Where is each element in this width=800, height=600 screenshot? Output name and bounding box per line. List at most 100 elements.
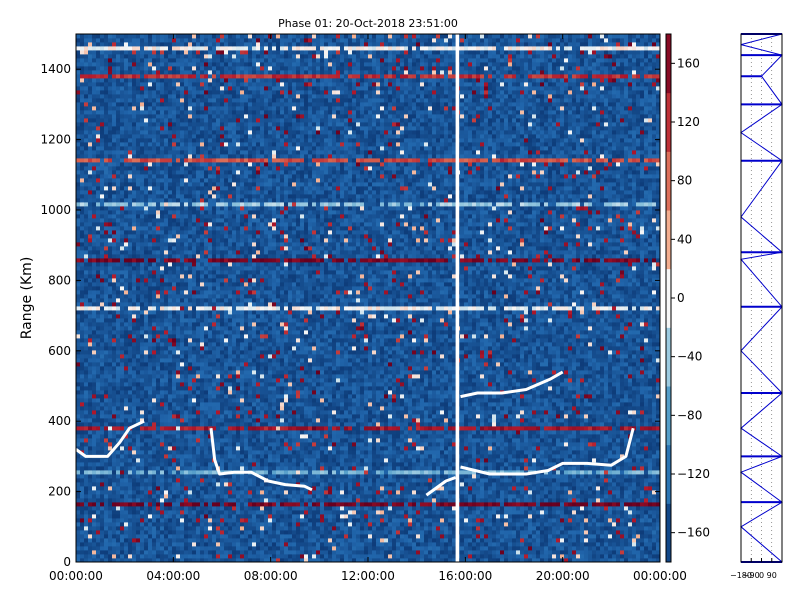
heatmap-cell — [216, 478, 220, 482]
heatmap-cell — [116, 502, 120, 506]
heatmap-cell — [172, 490, 176, 494]
heatmap-cell — [432, 546, 436, 550]
heatmap-cell — [460, 502, 464, 506]
heatmap-cell — [340, 534, 344, 538]
heatmap-cell — [424, 438, 428, 442]
heatmap-cell — [652, 470, 656, 474]
heatmap-cell — [432, 550, 436, 554]
heatmap-cell — [172, 522, 176, 526]
heatmap-cell — [444, 486, 448, 490]
heatmap-cell — [624, 498, 628, 502]
heatmap-cell — [260, 526, 264, 530]
heatmap-cell — [100, 554, 104, 558]
heatmap-cell — [412, 538, 416, 542]
heatmap-cell — [76, 522, 80, 526]
heatmap-cell — [636, 522, 640, 526]
heatmap-cell — [236, 522, 240, 526]
heatmap-cell — [432, 450, 436, 454]
heatmap-cell — [468, 426, 472, 430]
heatmap-cell — [432, 462, 436, 466]
heatmap-cell — [420, 530, 424, 534]
heatmap-cell — [104, 550, 108, 554]
heatmap-cell — [576, 526, 580, 530]
heatmap-cell — [444, 438, 448, 442]
heatmap-cell — [256, 438, 260, 442]
heatmap-cell — [464, 446, 468, 450]
heatmap-cell — [392, 478, 396, 482]
heatmap-cell — [460, 426, 464, 430]
heatmap-cell — [256, 454, 260, 458]
heatmap-cell — [76, 526, 80, 530]
heatmap-cell — [88, 474, 92, 478]
heatmap-cell — [544, 450, 548, 454]
heatmap-cell — [548, 438, 552, 442]
heatmap-cell — [328, 462, 332, 466]
heatmap-cell — [128, 510, 132, 514]
heatmap-cell — [136, 434, 140, 438]
heatmap-cell — [492, 526, 496, 530]
heatmap-cell — [468, 430, 472, 434]
heatmap-cell — [80, 458, 84, 462]
heatmap-cell — [484, 526, 488, 530]
heatmap-cell — [152, 434, 156, 438]
heatmap-cell — [104, 478, 108, 482]
heatmap-cell — [224, 514, 228, 518]
heatmap-cell — [368, 466, 372, 470]
heatmap-cell — [280, 458, 284, 462]
heatmap-cell — [80, 446, 84, 450]
heatmap-cell — [608, 430, 612, 434]
heatmap-cell — [144, 542, 148, 546]
heatmap-cell — [208, 486, 212, 490]
heatmap-cell — [652, 430, 656, 434]
heatmap-cell — [480, 546, 484, 550]
heatmap-cell — [328, 446, 332, 450]
heatmap-cell — [336, 426, 340, 430]
heatmap-cell — [112, 526, 116, 530]
heatmap-cell — [472, 478, 476, 482]
heatmap-cell — [484, 466, 488, 470]
heatmap-cell — [248, 442, 252, 446]
heatmap-cell — [368, 526, 372, 530]
heatmap-cell — [252, 518, 256, 522]
heatmap-cell — [96, 426, 100, 430]
heatmap-cell — [80, 442, 84, 446]
heatmap-cell — [88, 510, 92, 514]
heatmap-cell — [260, 542, 264, 546]
heatmap-cell — [112, 486, 116, 490]
heatmap-cell — [376, 474, 380, 478]
heatmap-cell — [556, 514, 560, 518]
heatmap-cell — [180, 518, 184, 522]
heatmap-cell — [544, 430, 548, 434]
heatmap-cell — [412, 498, 416, 502]
heatmap-cell — [288, 550, 292, 554]
heatmap-cell — [272, 526, 276, 530]
heatmap-cell — [224, 478, 228, 482]
heatmap-cell — [152, 550, 156, 554]
heatmap-cell — [304, 506, 308, 510]
heatmap-cell — [524, 522, 528, 526]
heatmap-cell — [316, 534, 320, 538]
heatmap-cell — [588, 526, 592, 530]
heatmap-cell — [100, 450, 104, 454]
heatmap-cell — [436, 538, 440, 542]
heatmap-cell — [648, 494, 652, 498]
heatmap-cell — [492, 534, 496, 538]
heatmap-cell — [380, 506, 384, 510]
heatmap-cell — [88, 514, 92, 518]
heatmap-cell — [504, 466, 508, 470]
heatmap-cell — [484, 510, 488, 514]
heatmap-cell — [96, 422, 100, 426]
heatmap-cell — [528, 434, 532, 438]
heatmap-cell — [496, 526, 500, 530]
heatmap-cell — [372, 454, 376, 458]
heatmap-cell — [92, 546, 96, 550]
heatmap-cell — [536, 438, 540, 442]
heatmap-cell — [160, 446, 164, 450]
heatmap-cell — [160, 486, 164, 490]
heatmap-cell — [244, 478, 248, 482]
heatmap-cell — [204, 458, 208, 462]
heatmap-cell — [140, 518, 144, 522]
heatmap-cell — [496, 478, 500, 482]
heatmap-cell — [464, 426, 468, 430]
heatmap-cell — [288, 470, 292, 474]
